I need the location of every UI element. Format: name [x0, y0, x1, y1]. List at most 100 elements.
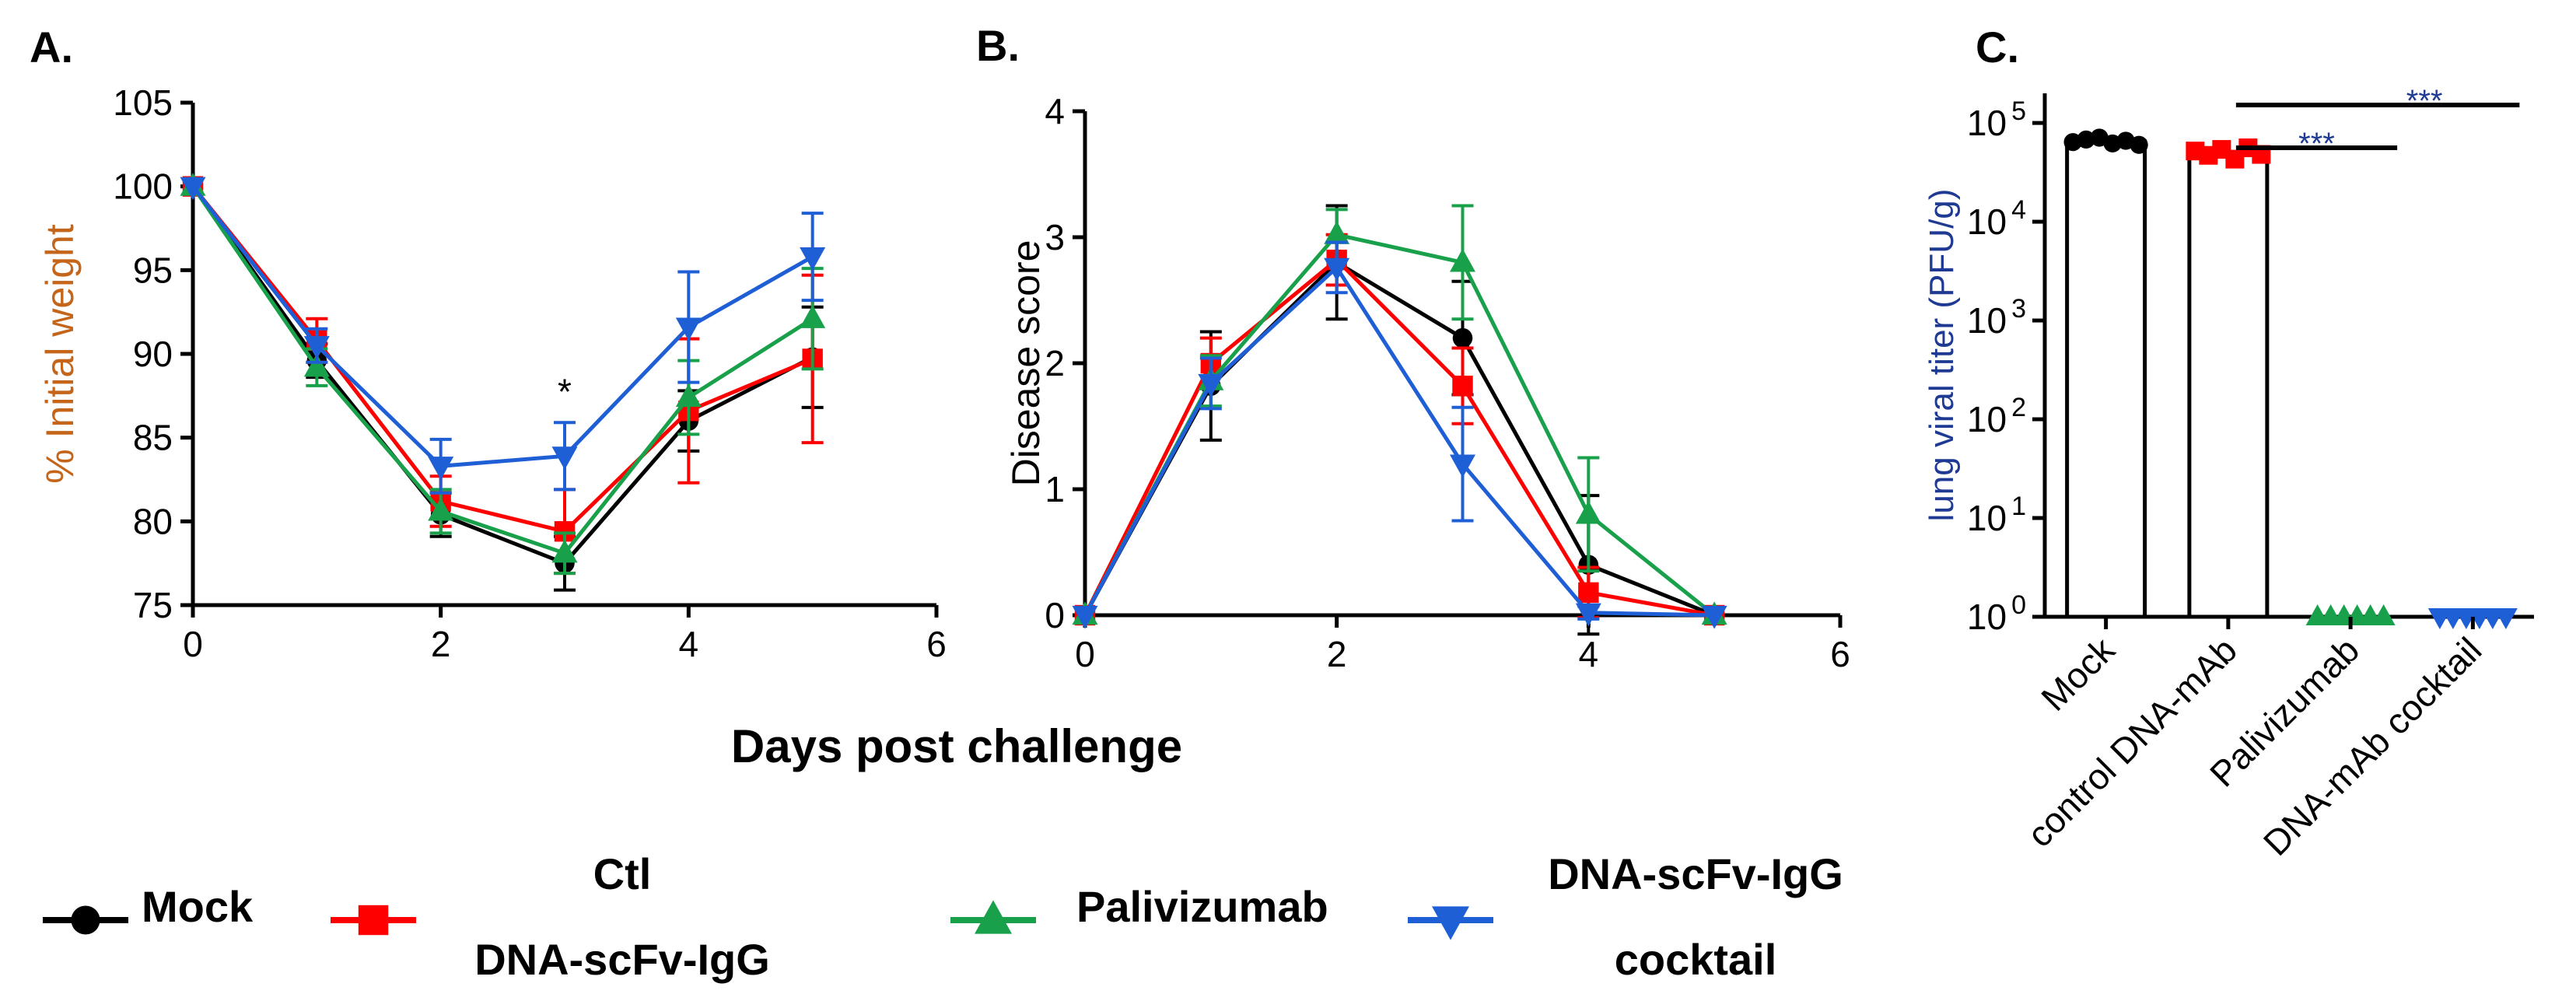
y-tick-exponent: 0: [2011, 590, 2026, 620]
legend-item-pali: Palivizumab: [950, 882, 1328, 934]
y-tick-label: 2: [1045, 343, 1065, 383]
legend-marker: [1432, 906, 1469, 940]
y-tick-label: 3: [1045, 217, 1065, 257]
y-tick-base: 10: [1967, 399, 2007, 439]
y-tick-label: 0: [1045, 595, 1065, 635]
legend-label: cocktail: [1615, 935, 1777, 984]
y-tick-base: 10: [1967, 103, 2007, 143]
series-line: [1083, 264, 1715, 618]
y-tick-label: 85: [133, 418, 173, 458]
data-point: [1324, 221, 1350, 244]
series-mock: [183, 176, 824, 592]
y-tick-label: 75: [133, 585, 173, 625]
x-tick-label: 2: [431, 624, 451, 664]
x-tick-label: 6: [1830, 634, 1850, 674]
data-point: [675, 383, 702, 408]
data-point: [1575, 603, 1601, 627]
bar: [2065, 139, 2147, 619]
legend-marker: [71, 905, 100, 935]
x-tick-label: DNA-mAb cocktail: [2256, 629, 2490, 863]
y-tick-base: 10: [1967, 498, 2007, 538]
legend-label: Palivizumab: [1076, 882, 1328, 931]
panel-label: B.: [976, 21, 1020, 70]
x-tick-label: 2: [1327, 634, 1347, 674]
data-point: [1452, 327, 1473, 348]
series-line: [191, 185, 814, 468]
data-point: [1578, 582, 1599, 604]
data-point: [800, 247, 826, 271]
x-tick-label: 0: [183, 624, 203, 664]
panel-label: A.: [30, 23, 73, 72]
legend-label: DNA-scFv-IgG: [474, 935, 770, 984]
x-tick-label: 6: [926, 624, 947, 664]
x-tick-label: Mock: [2033, 629, 2123, 719]
legend-label: Ctl: [593, 849, 652, 898]
x-tick-label: 4: [679, 624, 699, 664]
annotation: *: [558, 372, 572, 412]
data-point: [2077, 130, 2095, 149]
y-tick-label: 10 1: [1967, 492, 2026, 538]
y-tick-label: 95: [133, 250, 173, 290]
panel-a: A. 0 2 4 6 75 80 85 90 95 100 105 % Initial weight *: [30, 23, 947, 664]
data-point: [1450, 454, 1475, 478]
data-point: [1452, 375, 1473, 397]
data-point: [303, 336, 330, 359]
y-axis-title: Disease score: [1004, 240, 1048, 487]
series-ctl-dna-scfv-igg: [1074, 233, 1725, 626]
data-point: [1072, 605, 1098, 629]
data-point: [1575, 500, 1601, 524]
y-tick-label: 90: [133, 334, 173, 374]
y-tick-label: 10 3: [1967, 294, 2026, 341]
data-point: [180, 177, 206, 201]
data-point: [428, 497, 454, 521]
data-point: [428, 457, 454, 480]
significance-label: ***: [2406, 84, 2443, 118]
data-point: [1324, 257, 1350, 282]
data-point: [2371, 604, 2396, 625]
legend-item-mock: Mock: [43, 882, 254, 935]
series-line: [191, 185, 814, 556]
y-tick-exponent: 5: [2011, 96, 2026, 126]
data-point: [1450, 248, 1475, 272]
data-point: [800, 305, 826, 328]
y-tick-base: 10: [1967, 201, 2007, 242]
data-point: [551, 446, 578, 470]
legend-item-cocktail: DNA-scFv-IgG cocktail: [1408, 849, 1843, 984]
y-tick-base: 10: [1967, 300, 2007, 341]
legend-item-ctl: Ctl DNA-scFv-IgG: [331, 849, 770, 984]
y-tick-label: 4: [1045, 91, 1065, 131]
series-palivizumab: [180, 173, 826, 576]
data-point: [2494, 608, 2518, 629]
data-point: [675, 317, 702, 341]
legend-label: DNA-scFv-IgG: [1548, 849, 1843, 898]
y-tick-exponent: 2: [2011, 393, 2026, 422]
series-line: [1083, 257, 1715, 618]
series-mock: [1075, 204, 1724, 636]
series-dna-scfv-igg-cocktail: [1072, 240, 1727, 629]
legend-label: Mock: [142, 882, 254, 931]
x-tick-label: 0: [1075, 634, 1095, 674]
data-point: [2130, 135, 2148, 154]
y-tick-base: 10: [1967, 597, 2007, 637]
y-tick-label: 10 2: [1967, 393, 2026, 439]
y-tick-exponent: 3: [2011, 294, 2026, 324]
y-tick-exponent: 1: [2011, 492, 2026, 521]
bar: [2187, 150, 2270, 619]
series-line: [191, 185, 814, 534]
x-tick-label: control DNA-mAb: [2019, 629, 2245, 855]
panel-label: C.: [1976, 23, 2019, 72]
legend: Mock Ctl DNA-scFv-IgG Palivizumab DNA-scFv-I…: [43, 849, 1843, 984]
data-point: [551, 539, 578, 563]
y-tick-exponent: 4: [2011, 195, 2026, 225]
y-axis-title: lung viral titer (PFU/g): [1923, 189, 1961, 522]
legend-marker: [975, 900, 1012, 934]
series-dna-scfv-igg-cocktail: [180, 177, 826, 495]
series-palivizumab: [1072, 204, 1727, 625]
y-tick-label: 105: [113, 82, 173, 123]
significance-label: ***: [2298, 127, 2335, 161]
data-point: [1701, 605, 1727, 629]
